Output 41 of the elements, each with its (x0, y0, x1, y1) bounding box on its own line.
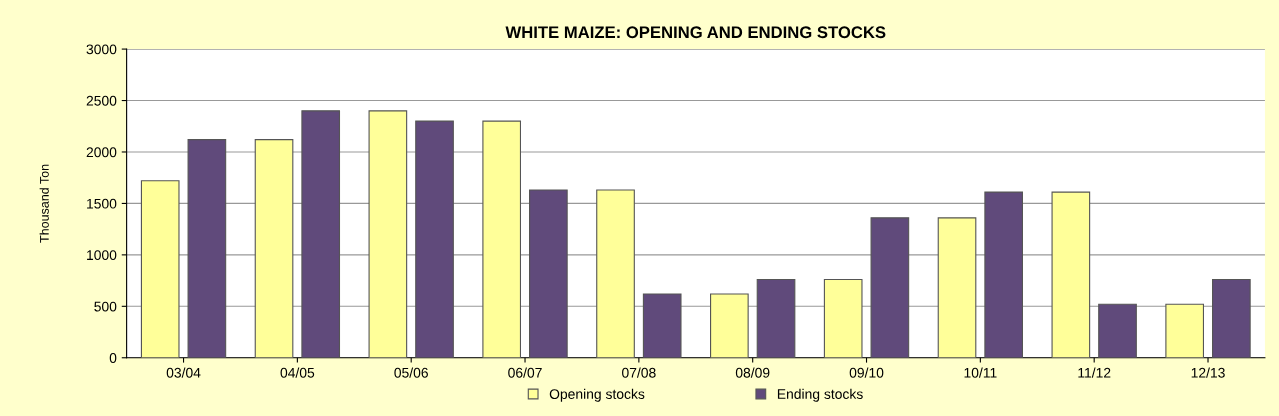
bar (937, 217, 977, 358)
bar (823, 279, 863, 358)
x-tick-label: 12/13 (1191, 367, 1225, 378)
bar (984, 191, 1024, 358)
bar (254, 139, 294, 358)
bar (1098, 303, 1137, 358)
bar (187, 139, 227, 358)
bar (368, 110, 408, 358)
bar (1212, 279, 1251, 358)
y-tick-label: 0 (109, 353, 117, 363)
x-tick-label: 05/06 (394, 367, 428, 378)
y-tick-label: 3000 (86, 44, 117, 55)
chart-title: WHITE MAIZE: OPENING AND ENDING STOCKS (505, 26, 886, 39)
y-tick-label: 2500 (86, 95, 117, 106)
y-tick-label: 1000 (87, 250, 117, 261)
y-axis-title: Thousand Ton (39, 164, 49, 243)
x-tick-label: 07/08 (622, 367, 656, 378)
x-tick-label: 04/05 (280, 367, 315, 378)
bar (710, 293, 749, 358)
x-tick-label: 10/11 (964, 367, 997, 378)
bar (1165, 303, 1205, 358)
x-tick-label: 03/04 (166, 367, 201, 378)
bar (756, 279, 796, 358)
x-tick-label: 11/12 (1078, 367, 1111, 378)
bar (415, 120, 454, 358)
x-tick-label: 08/09 (735, 367, 770, 378)
x-tick-label: 09/10 (849, 367, 884, 378)
bar (140, 180, 180, 358)
bar (870, 217, 910, 358)
x-tick-label: 06/07 (508, 367, 542, 378)
legend-label: Ending stocks (777, 388, 863, 402)
legend-label: Opening stocks (549, 388, 645, 402)
bar (1051, 191, 1091, 358)
bar (529, 189, 568, 358)
bar (642, 293, 682, 358)
y-tick-label: 500 (94, 301, 117, 312)
bar (301, 110, 341, 358)
y-tick-label: 2000 (86, 147, 117, 158)
bar (596, 189, 635, 358)
bar (482, 120, 522, 358)
y-tick-label: 1500 (87, 198, 117, 209)
